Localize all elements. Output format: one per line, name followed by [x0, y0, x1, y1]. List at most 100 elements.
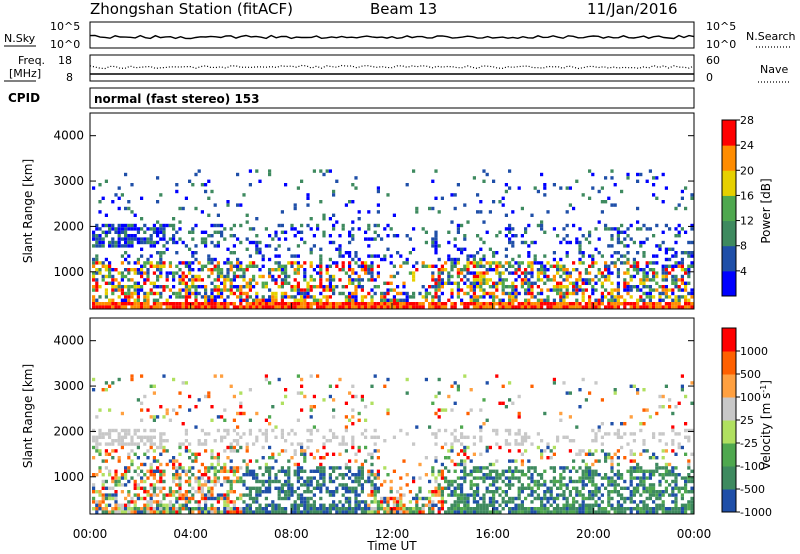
velocity-cell	[616, 462, 620, 467]
velocity-cell	[303, 479, 307, 484]
velocity-cell	[172, 408, 176, 412]
power-cell	[610, 261, 614, 265]
velocity-cell	[594, 449, 598, 453]
power-cell	[520, 271, 524, 275]
velocity-cell	[213, 510, 217, 514]
power-cell	[645, 295, 649, 299]
velocity-cell	[399, 486, 403, 490]
power-cell	[424, 298, 428, 302]
power-cell	[504, 302, 508, 306]
velocity-cell	[156, 493, 160, 497]
velocity-cell	[162, 415, 166, 419]
velocity-cell	[332, 500, 336, 504]
power-cell	[319, 278, 323, 282]
velocity-cell	[140, 496, 144, 501]
velocity-cell	[568, 439, 572, 443]
power-cell	[629, 305, 633, 309]
velocity-cell	[456, 452, 460, 456]
power-cell	[588, 295, 592, 299]
power-cell	[460, 251, 464, 255]
power-cell	[629, 237, 633, 241]
velocity-cell	[677, 432, 681, 436]
velocity-cell	[108, 442, 112, 446]
power-cell	[140, 285, 144, 289]
velocity-cell	[136, 496, 140, 501]
power-cell	[437, 281, 441, 285]
velocity-cell	[655, 469, 659, 473]
power-cell	[255, 298, 259, 302]
velocity-cell	[210, 462, 214, 467]
power-cell	[661, 230, 665, 234]
velocity-cell	[530, 466, 534, 470]
velocity-cell	[690, 469, 694, 473]
velocity-cell	[351, 486, 355, 490]
power-cell	[223, 237, 227, 241]
velocity-cell	[482, 479, 486, 484]
velocity-cell	[549, 486, 553, 490]
power-cell	[284, 302, 288, 306]
velocity-cell	[648, 510, 652, 514]
velocity-cell	[111, 381, 115, 385]
power-cell	[120, 298, 124, 302]
power-cell	[357, 257, 361, 262]
power-cell	[648, 227, 652, 231]
power-cell	[312, 244, 316, 248]
velocity-cell	[127, 469, 131, 473]
velocity-cell	[488, 510, 492, 514]
power-cell	[104, 223, 108, 228]
velocity-cell	[668, 462, 672, 467]
power-cell	[277, 237, 281, 241]
power-cell	[120, 305, 124, 309]
y-tick-label: 1000	[53, 265, 84, 279]
velocity-cell	[549, 496, 553, 501]
velocity-cell	[511, 476, 515, 480]
velocity-cell	[504, 428, 508, 433]
power-cell	[530, 268, 534, 272]
velocity-cell	[108, 469, 112, 473]
power-cell	[92, 295, 96, 299]
velocity-cell	[440, 500, 444, 504]
power-cell	[412, 271, 416, 275]
power-cell	[191, 237, 195, 241]
power-cell	[194, 278, 198, 282]
velocity-cell	[536, 486, 540, 490]
velocity-cell	[648, 493, 652, 497]
power-cell	[658, 244, 662, 248]
power-cell	[111, 288, 115, 292]
power-cell	[98, 261, 102, 265]
power-cell	[354, 291, 358, 296]
power-cell	[392, 302, 396, 306]
power-cell	[220, 291, 224, 296]
velocity-cell	[344, 473, 348, 477]
velocity-cell	[399, 503, 403, 507]
velocity-cell	[530, 507, 534, 511]
power-cell	[101, 278, 105, 282]
power-cell	[287, 274, 291, 279]
velocity-cell	[562, 493, 566, 497]
power-cell	[559, 274, 563, 279]
velocity-cell	[149, 503, 153, 507]
velocity-cell	[562, 507, 566, 511]
velocity-cell	[450, 483, 454, 487]
velocity-cell	[159, 507, 163, 511]
velocity-cell	[572, 466, 576, 470]
power-cell	[124, 302, 128, 306]
power-cell	[280, 285, 284, 289]
power-cell	[472, 281, 476, 285]
power-cell	[568, 240, 572, 245]
colorbar-segment	[722, 245, 736, 272]
velocity-cell	[117, 476, 121, 480]
power-cell	[175, 240, 179, 245]
power-cell	[588, 271, 592, 275]
power-cell	[111, 291, 115, 296]
velocity-cell	[597, 459, 601, 463]
velocity-cell	[178, 507, 182, 511]
velocity-cell	[431, 401, 435, 405]
power-cell	[540, 305, 544, 309]
power-cell	[543, 183, 547, 187]
power-cell	[245, 291, 249, 296]
power-cell	[210, 240, 214, 245]
velocity-cell	[261, 445, 265, 450]
velocity-cell	[562, 435, 566, 439]
